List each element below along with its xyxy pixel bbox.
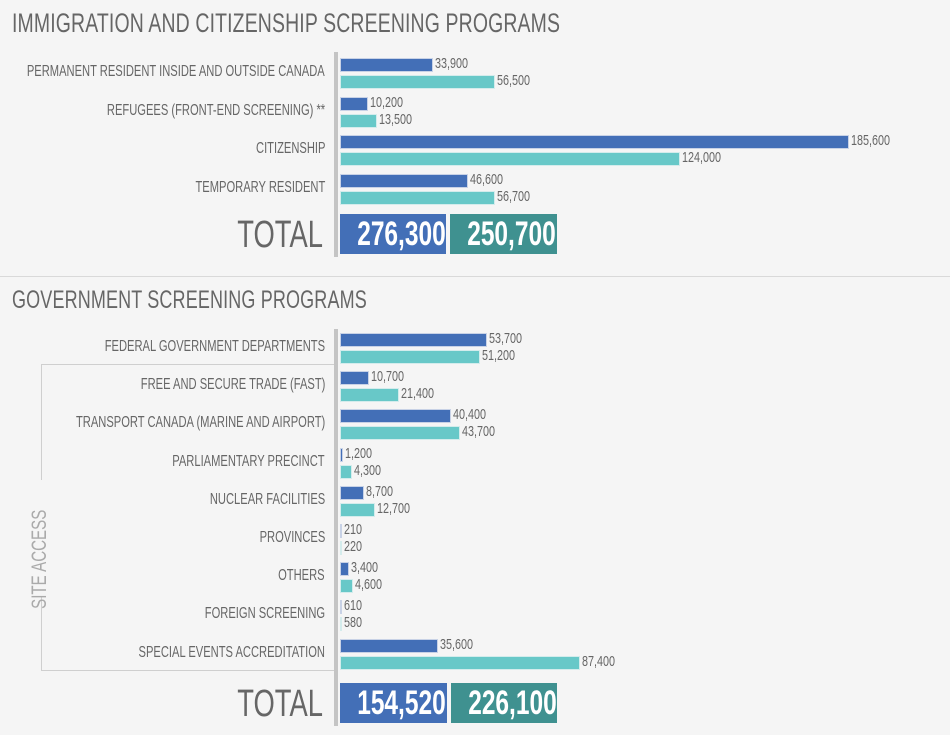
data-label-series-2: 51,200 [482,347,516,364]
data-label-series-2: 56,500 [496,72,530,89]
category-label: PERMANENT RESIDENT INSIDE AND OUTSIDE CA… [27,63,325,80]
data-label-series-2: 220 [344,538,363,555]
total-box-series-1-immigration: 276,300 [340,214,446,254]
site-access-bracket-upper [41,364,42,480]
data-label-series-1: 40,400 [452,406,486,424]
total-label-government: TOTAL [237,683,323,725]
data-label-series-1: 1,200 [345,444,373,462]
category-label: TEMPORARY RESIDENT [195,178,325,196]
category-label: PROVINCES [259,529,325,546]
bar-series-1 [340,135,849,149]
bar-series-2 [340,388,399,403]
data-label-series-1: 35,600 [439,635,473,653]
bar-series-1 [340,333,488,347]
bar-series-2 [340,464,352,479]
category-label: PARLIAMENTARY PRECINCT [172,452,325,470]
category-label: TRANSPORT CANADA (MARINE AND AIRPORT) [75,414,325,432]
bar-series-2 [340,113,378,128]
data-label-series-1: 33,900 [434,55,469,72]
bar-series-2 [340,75,495,89]
bar-series-2 [340,190,496,205]
axis-line-government [334,329,338,726]
data-label-series-1: 10,200 [369,93,404,111]
bar-series-1 [340,600,342,615]
site-access-bracket-lower [41,596,42,671]
total-box-series-1-government: 154,520 [340,683,447,723]
bar-series-1 [340,409,451,424]
section-title-government: GOVERNMENT SCREENING PROGRAMS [12,286,367,314]
axis-line-immigration [334,52,338,257]
total-box-series-2-government: 226,100 [451,683,557,723]
bar-series-1 [340,485,364,500]
bar-series-2 [340,655,580,670]
site-access-bracket-bottom [41,670,334,671]
data-label-series-2: 13,500 [379,110,413,128]
bar-series-1 [340,447,344,462]
data-label-series-1: 610 [344,597,363,615]
data-label-series-1: 3,400 [351,559,379,577]
bar-series-1 [340,562,350,577]
bar-series-1 [340,173,468,188]
data-label-series-2: 124,000 [682,149,722,166]
category-label: CITIZENSHIP [255,140,325,157]
category-label: FEDERAL GOVERNMENT DEPARTMENTS [104,338,325,355]
data-label-series-2: 43,700 [461,423,495,441]
bar-series-2 [340,617,342,632]
data-label-series-1: 46,600 [469,170,503,188]
bar-series-1 [340,96,368,111]
bar-series-2 [340,350,481,364]
category-label: FOREIGN SCREENING [204,605,325,623]
category-label: NUCLEAR FACILITIES [209,490,325,508]
category-label: SPECIAL EVENTS ACCREDITATION [138,643,325,661]
data-label-series-2: 4,600 [354,576,382,594]
site-access-label: SITE ACCESS [28,509,51,609]
data-label-series-1: 185,600 [851,132,891,149]
category-label: FREE AND SECURE TRADE (FAST) [140,376,325,394]
total-box-series-2-immigration: 250,700 [450,214,557,254]
data-label-series-2: 21,400 [400,385,434,403]
total-label-immigration: TOTAL [237,214,323,256]
site-access-bracket-top [41,364,334,365]
data-label-series-1: 8,700 [365,482,393,500]
data-label-series-2: 87,400 [581,652,615,670]
bar-series-1 [340,58,433,72]
data-label-series-2: 12,700 [376,499,410,517]
category-label: OTHERS [278,567,325,585]
data-label-series-1: 210 [344,521,363,538]
data-label-series-1: 10,700 [371,368,405,386]
data-label-series-2: 580 [344,614,363,632]
section-divider [0,276,950,277]
data-label-series-2: 56,700 [497,187,531,205]
bar-series-1 [340,638,438,653]
data-label-series-1: 53,700 [489,330,523,347]
bar-series-2 [340,426,460,441]
bar-series-2 [340,502,375,517]
bar-series-2 [340,152,681,166]
bar-series-1 [340,524,342,538]
data-label-series-2: 4,300 [353,461,381,479]
bar-series-2 [340,579,353,594]
bar-series-2 [340,541,342,555]
section-title-immigration: IMMIGRATION AND CITIZENSHIP SCREENING PR… [12,8,561,38]
bar-series-1 [340,371,370,386]
category-label: REFUGEES (FRONT-END SCREENING) ** [106,101,325,119]
